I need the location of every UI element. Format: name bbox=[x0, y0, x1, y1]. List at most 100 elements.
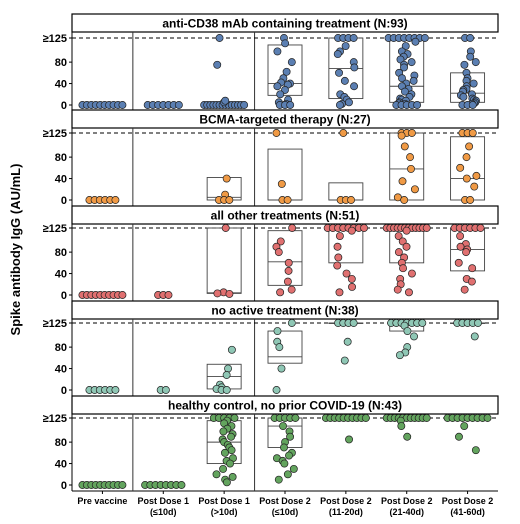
y-tick-label: ≥125 bbox=[43, 33, 67, 45]
data-point bbox=[418, 319, 427, 327]
data-point bbox=[272, 129, 281, 137]
data-point bbox=[342, 269, 351, 278]
data-point bbox=[402, 242, 411, 251]
y-tick-label: 0 bbox=[61, 195, 67, 207]
x-tick-label-line: (21-40d) bbox=[389, 507, 424, 517]
data-point bbox=[118, 481, 127, 489]
x-tick-label: Post Dose 1 (>10d) bbox=[198, 496, 250, 517]
y-axis-label: Spike antibody IgG (AU/mL) bbox=[8, 164, 23, 336]
data-point bbox=[394, 232, 403, 240]
x-tick-label-line: Post Dose 2 bbox=[381, 496, 433, 506]
data-point bbox=[280, 443, 288, 452]
data-point bbox=[348, 283, 356, 291]
y-tick-label: 40 bbox=[55, 459, 67, 471]
data-point bbox=[340, 76, 349, 85]
data-point bbox=[410, 332, 418, 341]
data-point bbox=[462, 174, 471, 183]
data-point bbox=[213, 289, 222, 298]
y-tick-label: 80 bbox=[55, 247, 67, 259]
data-point bbox=[276, 288, 285, 297]
data-point bbox=[403, 327, 412, 335]
data-point bbox=[422, 224, 431, 232]
data-point bbox=[291, 414, 300, 422]
data-point bbox=[347, 196, 356, 204]
data-point bbox=[471, 446, 480, 455]
data-point bbox=[476, 224, 485, 232]
data-point bbox=[422, 414, 431, 422]
y-tick-label: 0 bbox=[61, 100, 67, 112]
data-point bbox=[111, 386, 120, 394]
x-tick-label: Post Dose 2 (21-40d) bbox=[381, 496, 433, 517]
data-point bbox=[288, 224, 297, 232]
data-point bbox=[398, 237, 407, 246]
panel-strip bbox=[71, 13, 499, 33]
data-point bbox=[230, 414, 239, 422]
x-tick-label: Post Dose 2 (≤10d) bbox=[259, 496, 311, 517]
panel-strip bbox=[71, 300, 499, 320]
data-point bbox=[224, 364, 232, 373]
data-point bbox=[350, 63, 359, 72]
y-tick-label: 80 bbox=[55, 437, 67, 449]
data-point bbox=[350, 82, 359, 91]
data-point bbox=[274, 475, 283, 484]
data-point bbox=[347, 274, 356, 283]
data-point bbox=[279, 422, 287, 430]
x-tick-label-line: Post Dose 2 bbox=[442, 496, 494, 506]
data-point bbox=[333, 261, 342, 270]
data-point bbox=[228, 473, 237, 481]
data-point bbox=[277, 364, 286, 373]
data-point bbox=[118, 101, 127, 109]
data-point bbox=[111, 196, 120, 204]
data-point bbox=[396, 55, 405, 64]
x-tick-label-line: Pre vaccine bbox=[77, 496, 127, 506]
data-point bbox=[284, 266, 293, 275]
data-point bbox=[283, 277, 292, 286]
data-point bbox=[287, 319, 296, 327]
data-point bbox=[161, 386, 170, 394]
data-point bbox=[407, 164, 415, 173]
box bbox=[267, 230, 303, 286]
data-point bbox=[339, 129, 348, 137]
data-point bbox=[277, 179, 286, 188]
box bbox=[206, 227, 242, 294]
data-point bbox=[335, 68, 343, 77]
data-point bbox=[287, 58, 296, 67]
data-point bbox=[413, 101, 422, 109]
data-point bbox=[285, 451, 293, 460]
data-point bbox=[401, 42, 410, 50]
data-point bbox=[472, 171, 481, 180]
data-point bbox=[283, 470, 292, 479]
data-point bbox=[459, 93, 468, 101]
data-point bbox=[222, 386, 231, 394]
x-tick-label-line: Post Dose 2 bbox=[259, 496, 311, 506]
y-tick-label: ≥125 bbox=[43, 128, 67, 140]
panel-strip bbox=[71, 395, 499, 415]
data-point bbox=[361, 414, 370, 422]
data-point bbox=[213, 60, 222, 69]
data-point bbox=[118, 291, 127, 299]
data-point bbox=[212, 470, 221, 479]
data-point bbox=[345, 98, 353, 107]
data-point bbox=[221, 448, 229, 457]
data-point bbox=[335, 232, 344, 240]
data-point bbox=[466, 196, 475, 204]
data-point bbox=[349, 34, 358, 42]
data-point bbox=[275, 343, 284, 352]
data-point bbox=[274, 248, 283, 257]
data-point bbox=[404, 288, 413, 297]
data-point bbox=[407, 58, 416, 67]
data-point bbox=[227, 446, 236, 455]
x-tick-label: Post Dose 1 (≤10d) bbox=[138, 496, 190, 517]
y-tick-label: 0 bbox=[61, 480, 67, 492]
data-point bbox=[407, 269, 416, 278]
data-point bbox=[403, 432, 412, 441]
data-point bbox=[333, 242, 342, 251]
data-point bbox=[227, 432, 236, 441]
data-point bbox=[466, 52, 475, 61]
y-tick-label: 40 bbox=[55, 269, 67, 281]
data-point bbox=[468, 129, 477, 137]
data-point bbox=[341, 42, 350, 50]
data-point bbox=[174, 101, 183, 109]
data-point bbox=[395, 351, 404, 360]
